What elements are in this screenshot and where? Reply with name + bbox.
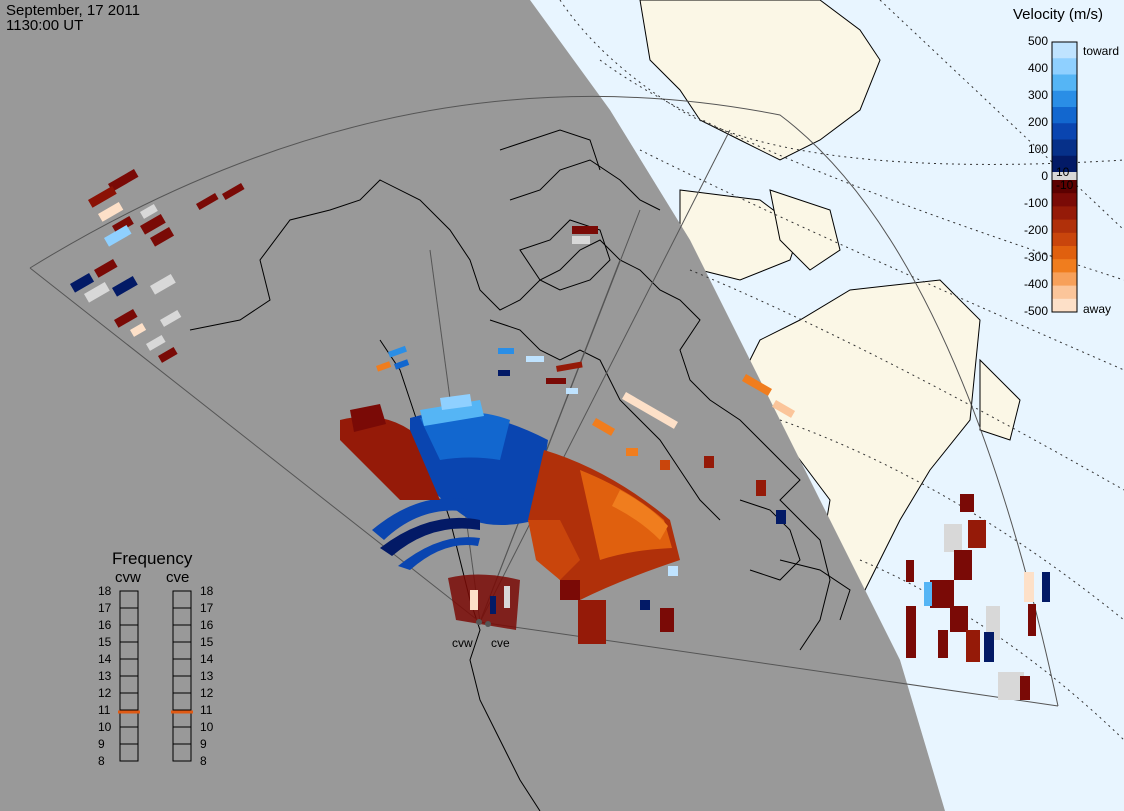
colorbar-swatch	[1052, 298, 1077, 313]
frequency-tick-right: 17	[200, 601, 214, 615]
colorbar-swatch	[1052, 180, 1077, 194]
colorbar-tick-label: -500	[1023, 304, 1048, 318]
frequency-tick-left: 15	[98, 635, 112, 649]
frequency-tick-left: 11	[98, 703, 111, 717]
map-date: September, 17 2011	[6, 2, 140, 19]
colorbar-swatch	[1052, 42, 1077, 59]
colorbar-swatch	[1052, 193, 1077, 207]
frequency-tick-right: 12	[200, 686, 214, 700]
frequency-tick-left: 12	[98, 686, 112, 700]
freq-label-cvw: cvw	[115, 569, 141, 586]
map-time: 1130:00 UT	[6, 17, 84, 34]
colorbar-swatch	[1052, 246, 1077, 260]
freq-label-cve: cve	[166, 569, 190, 586]
frequency-tick-right: 16	[200, 618, 214, 632]
colorbar-swatch	[1052, 232, 1077, 247]
frequency-tick-right: 9	[200, 737, 207, 751]
colorbar-tick-label: 300	[1027, 88, 1048, 102]
frequency-tick-right: 10	[200, 720, 214, 734]
frequency-tick-left: 18	[98, 584, 112, 598]
radar-site-marker	[476, 619, 482, 625]
colorbar-tick-label: 10	[1056, 165, 1070, 179]
lat-lon-grid	[559, 0, 1124, 741]
velocity-cells	[69, 169, 1050, 700]
colorbar-swatch	[1052, 206, 1077, 221]
frequency-tick-right: 18	[200, 584, 214, 598]
colorbar-tick-label: -100	[1023, 196, 1048, 210]
frequency-tick-right: 13	[200, 669, 214, 683]
colorbar-swatch	[1052, 58, 1077, 75]
colorbar-swatch	[1052, 272, 1077, 287]
colorbar-swatch	[1052, 259, 1077, 273]
field-of-view	[29, 95, 1059, 707]
frequency-tick-left: 17	[98, 601, 112, 615]
coastlines	[189, 129, 851, 811]
colorbar-swatch	[1052, 90, 1077, 108]
colorbar-swatch	[1052, 285, 1077, 300]
colorbar-tick-label: 0	[1041, 169, 1048, 183]
colorbar-tick-label: -400	[1023, 277, 1048, 291]
colorbar-tick-label: -200	[1023, 223, 1048, 237]
colorbar-tick-label: -10	[1056, 178, 1074, 192]
colorbar-tick-label: 500	[1027, 34, 1048, 48]
frequency-tick-left: 8	[98, 754, 105, 768]
frequency-tick-left: 13	[98, 669, 112, 683]
frequency-tick-right: 14	[200, 652, 214, 666]
colorbar-tick-label: 200	[1027, 115, 1048, 129]
frequency-tick-left: 16	[98, 618, 112, 632]
colorbar-swatch	[1052, 107, 1077, 124]
colorbar-title: Velocity (m/s)	[1013, 6, 1104, 23]
colorbar-tick-label: -300	[1023, 250, 1048, 264]
frequency-tick-right: 8	[200, 754, 207, 768]
colorbar-swatch	[1052, 123, 1077, 140]
colorbar-tick-label: 400	[1027, 61, 1048, 75]
colorbar-swatch	[1052, 219, 1077, 234]
frequency-tick-right: 11	[200, 703, 213, 717]
colorbar-tick-label: 100	[1027, 142, 1048, 156]
colorbar-swatch	[1052, 74, 1077, 92]
toward-label: toward	[1083, 44, 1120, 58]
radar-site-marker	[485, 621, 491, 627]
colorbar-swatch	[1052, 155, 1077, 173]
frequency-title: Frequency	[112, 549, 193, 568]
frequency-tick-left: 14	[98, 652, 112, 666]
colorbar-frame	[1051, 41, 1078, 313]
frequency-tick-left: 9	[98, 737, 105, 751]
colorbar-zero-swatch	[1052, 172, 1077, 180]
frequency-indicator	[118, 710, 140, 714]
site-label-cvw: cvw	[452, 636, 473, 650]
frequency-indicator	[171, 710, 193, 714]
frequency-tick-right: 15	[200, 635, 214, 649]
colorbar-swatch	[1052, 139, 1077, 157]
frequency-scale	[118, 590, 193, 762]
away-label: away	[1083, 302, 1112, 316]
frequency-tick-left: 10	[98, 720, 112, 734]
site-label-cve: cve	[491, 636, 510, 650]
velocity-colorbar	[1051, 41, 1078, 313]
